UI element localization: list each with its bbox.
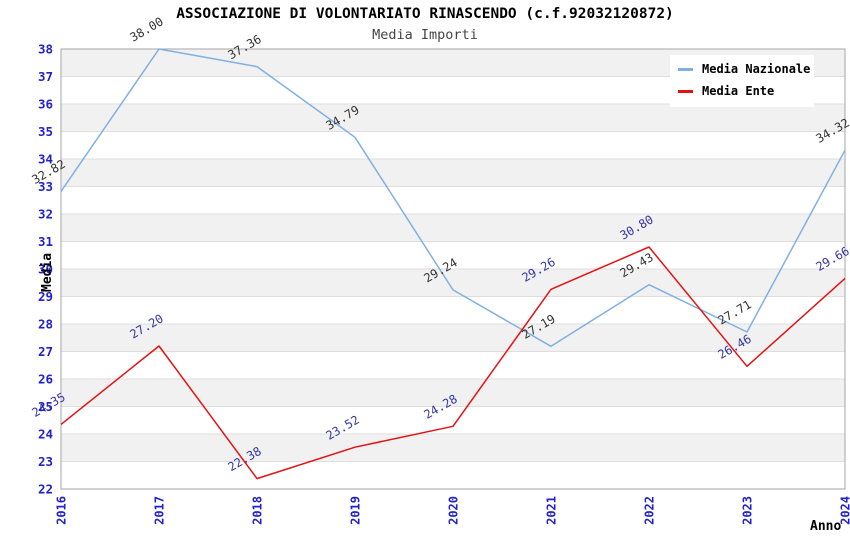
data-point-label: 38.00 (128, 14, 166, 44)
plot-band (61, 186, 845, 214)
plot-band (61, 131, 845, 159)
plot-band (61, 269, 845, 297)
y-tick-label: 30 (38, 262, 53, 277)
y-tick-label: 33 (38, 179, 53, 194)
plot-band (61, 104, 845, 132)
legend-swatch-media-ente-icon (678, 89, 693, 93)
y-tick-label: 29 (38, 289, 53, 304)
y-tick-label: 34 (38, 152, 53, 167)
plot-band (61, 241, 845, 269)
y-tick-label: 32 (38, 207, 53, 222)
x-tick-label: 2023 (741, 496, 755, 525)
x-axis-title: Anno (810, 519, 842, 534)
legend: Media Nazionale Media Ente (670, 55, 814, 107)
plot-band (61, 159, 845, 187)
plot-border (60, 48, 846, 490)
x-tick-label: 2024 (839, 496, 850, 525)
legend-item-media-ente: Media Ente (670, 80, 814, 102)
plot-band (61, 351, 845, 379)
y-tick-label: 22 (38, 482, 53, 497)
y-tick-label: 35 (38, 124, 53, 139)
plot-band (61, 379, 845, 407)
y-tick-label: 28 (38, 317, 53, 332)
y-tick-label: 38 (38, 42, 53, 57)
y-tick-label: 23 (38, 454, 53, 469)
plot-band (61, 324, 845, 352)
y-tick-label: 36 (38, 97, 53, 112)
y-axis-title: Media (40, 252, 55, 292)
plot-band (61, 296, 845, 324)
x-tick-label: 2022 (643, 496, 657, 525)
x-tick-label: 2020 (447, 496, 461, 525)
plot-band (61, 461, 845, 489)
series-line-media-nazionale (60, 48, 846, 348)
chart-subtitle: Media Importi (372, 27, 478, 43)
plot-band (61, 406, 845, 434)
y-tick-label: 27 (38, 344, 53, 359)
legend-item-media-nazionale: Media Nazionale (670, 58, 814, 80)
legend-label-media-nazionale: Media Nazionale (702, 62, 811, 76)
x-tick-label: 2019 (349, 496, 363, 525)
x-tick-label: 2017 (153, 496, 167, 525)
plot-band (61, 434, 845, 462)
legend-label-media-ente: Media Ente (702, 84, 775, 98)
x-tick-label: 2016 (55, 496, 69, 525)
legend-swatch-media-nazionale-icon (678, 67, 693, 71)
y-tick-label: 37 (38, 69, 53, 84)
y-tick-label: 25 (38, 399, 53, 414)
x-tick-label: 2018 (251, 496, 265, 525)
plot-band (61, 214, 845, 242)
x-tick-label: 2021 (545, 496, 559, 525)
chart-title: ASSOCIAZIONE DI VOLONTARIATO RINASCENDO … (176, 6, 674, 22)
series-line-media-ente (60, 246, 846, 480)
y-tick-label: 24 (38, 427, 53, 442)
y-tick-label: 26 (38, 372, 53, 387)
y-tick-label: 31 (38, 234, 53, 249)
